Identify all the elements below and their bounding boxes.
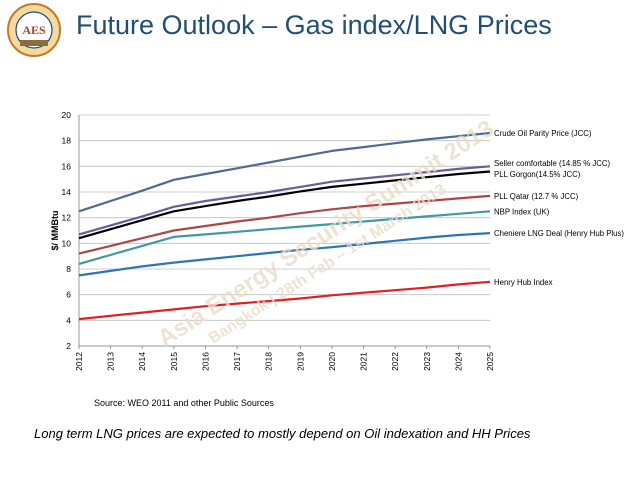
x-tick-label: 2014 — [137, 352, 147, 371]
watermark-line-2: Bangkok | 28th Feb – 1st March 2013 — [206, 181, 450, 347]
y-tick-label: 10 — [62, 238, 72, 248]
y-tick-label: 16 — [62, 161, 72, 171]
series-label: Henry Hub Index — [494, 278, 553, 287]
series-label: NBP Index (UK) — [494, 207, 550, 216]
bottom-caption: Long term LNG prices are expected to mos… — [34, 426, 531, 441]
watermark-line-1: Asia Energy Security Summit 2013 — [153, 115, 499, 353]
summit-logo: AES — [7, 3, 61, 57]
y-tick-label: 14 — [62, 187, 72, 197]
series-line-3 — [78, 194, 491, 255]
y-axis-label: $/ MMBtu — [50, 211, 60, 251]
y-tick-label: 20 — [62, 110, 72, 120]
x-tick-label: 2018 — [264, 352, 274, 371]
y-tick-label: 18 — [62, 136, 72, 146]
x-tick-label: 2025 — [485, 352, 495, 371]
series-line-2 — [78, 170, 491, 240]
series-label: Crude Oil Parity Price (JCC) — [494, 129, 592, 138]
x-tick-label: 2016 — [200, 352, 210, 371]
x-tick-label: 2012 — [74, 352, 84, 371]
page-title: Future Outlook – Gas index/LNG Prices — [76, 10, 552, 40]
series-line-1 — [78, 165, 491, 236]
logo-text: AES — [22, 23, 46, 37]
series-line-0 — [78, 131, 491, 213]
x-tick-label: 2021 — [359, 352, 369, 371]
series-label: Seller comfortable (14.85 % JCC) — [494, 159, 611, 168]
series-label: PLL Gorgon(14.5% JCC) — [494, 170, 581, 179]
series-label: Cheniere LNG Deal (Henry Hub Plus) — [494, 229, 624, 238]
series-label: PLL Qatar (12.7 % JCC) — [494, 192, 579, 201]
x-tick-label: 2019 — [295, 352, 305, 371]
series-line-5 — [78, 232, 491, 277]
y-tick-label: 6 — [66, 290, 71, 300]
y-tick-label: 12 — [62, 213, 72, 223]
x-tick-label: 2022 — [390, 352, 400, 371]
x-tick-label: 2023 — [422, 352, 432, 371]
x-tick-label: 2024 — [453, 352, 463, 371]
series-line-4 — [78, 210, 491, 265]
y-tick-label: 8 — [66, 264, 71, 274]
source-note: Source: WEO 2011 and other Public Source… — [94, 398, 274, 408]
x-tick-label: 2017 — [232, 352, 242, 371]
x-tick-label: 2013 — [106, 352, 116, 371]
x-tick-label: 2020 — [327, 352, 337, 371]
y-tick-label: 4 — [66, 315, 71, 325]
series-line-6 — [78, 280, 491, 321]
x-tick-label: 2015 — [169, 352, 179, 371]
y-tick-label: 2 — [66, 341, 71, 351]
